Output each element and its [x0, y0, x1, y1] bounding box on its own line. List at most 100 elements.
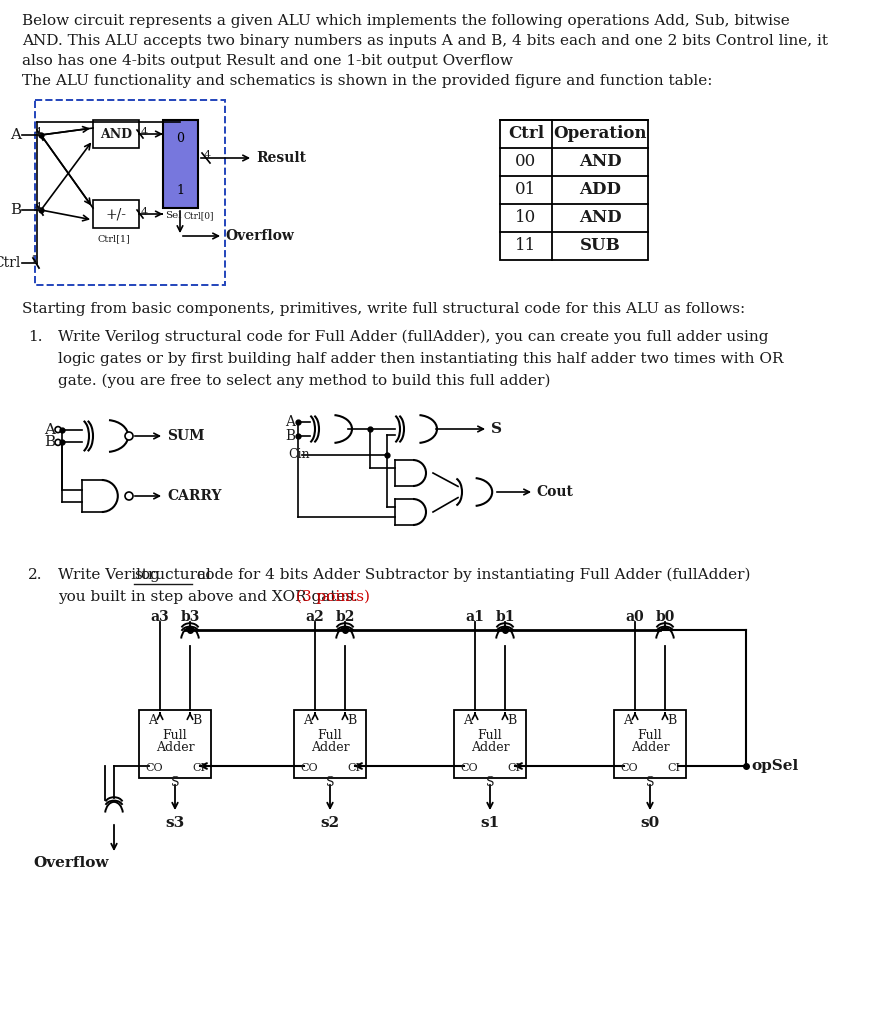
Text: Adder: Adder — [631, 741, 669, 754]
Text: B: B — [285, 429, 295, 443]
Text: The ALU functionality and schematics is shown in the provided figure and functio: The ALU functionality and schematics is … — [22, 74, 712, 88]
Text: Full: Full — [163, 729, 187, 742]
Circle shape — [125, 492, 133, 500]
Text: Write Verilog: Write Verilog — [58, 568, 165, 582]
Text: Full: Full — [478, 729, 503, 742]
Text: Overflow: Overflow — [225, 229, 294, 243]
Text: Ctrl: Ctrl — [508, 126, 544, 142]
Text: S: S — [646, 776, 654, 790]
Text: CI: CI — [667, 763, 680, 773]
Circle shape — [55, 439, 61, 445]
Text: 4: 4 — [35, 127, 42, 137]
Text: A: A — [10, 128, 21, 142]
Text: a2: a2 — [306, 610, 324, 624]
Text: 11: 11 — [515, 238, 537, 255]
Bar — [454, 710, 526, 778]
Text: B: B — [668, 714, 676, 727]
Text: code for 4 bits Adder Subtractor by instantiating Full Adder (fullAdder): code for 4 bits Adder Subtractor by inst… — [192, 568, 751, 583]
Text: b3: b3 — [180, 610, 200, 624]
Bar — [139, 710, 211, 778]
Text: CO: CO — [460, 763, 478, 773]
Text: 10: 10 — [515, 210, 537, 226]
Text: CI: CI — [507, 763, 520, 773]
Text: 4: 4 — [141, 127, 148, 137]
Text: s2: s2 — [321, 816, 340, 830]
Text: CO: CO — [300, 763, 317, 773]
Text: Below circuit represents a given ALU which implements the following operations A: Below circuit represents a given ALU whi… — [22, 14, 789, 28]
Text: Ctrl[0]: Ctrl[0] — [183, 212, 213, 220]
Text: 4: 4 — [204, 150, 211, 160]
Bar — [614, 710, 686, 778]
Text: Sel: Sel — [165, 212, 182, 220]
Text: Cout: Cout — [536, 485, 573, 499]
Text: s1: s1 — [480, 816, 500, 830]
Text: gate. (you are free to select any method to build this full adder): gate. (you are free to select any method… — [58, 374, 550, 388]
Text: B: B — [44, 435, 56, 450]
Text: A: A — [463, 714, 472, 727]
Text: a1: a1 — [466, 610, 485, 624]
Text: 4: 4 — [35, 202, 42, 212]
Text: 2: 2 — [31, 255, 39, 265]
Bar — [35, 100, 225, 285]
Text: AND: AND — [579, 210, 621, 226]
Text: Cin: Cin — [288, 449, 310, 462]
Text: s3: s3 — [166, 816, 185, 830]
Text: Adder: Adder — [470, 741, 509, 754]
Text: Result: Result — [256, 151, 306, 165]
Bar — [294, 710, 366, 778]
Text: S: S — [486, 776, 495, 790]
Text: Full: Full — [638, 729, 662, 742]
Bar — [163, 120, 198, 208]
Text: 1: 1 — [176, 183, 184, 197]
Text: Starting from basic components, primitives, write full structural code for this : Starting from basic components, primitiv… — [22, 302, 745, 316]
Circle shape — [125, 432, 133, 440]
Text: Adder: Adder — [156, 741, 194, 754]
Text: 2.: 2. — [28, 568, 42, 582]
Text: Write Verilog structural code for Full Adder (fullAdder), you can create you ful: Write Verilog structural code for Full A… — [58, 330, 769, 344]
Text: Overflow: Overflow — [33, 856, 109, 870]
Text: SUM: SUM — [167, 429, 204, 443]
Text: B: B — [348, 714, 357, 727]
Text: A: A — [44, 423, 55, 436]
Text: Ctrl: Ctrl — [0, 256, 21, 270]
Text: 01: 01 — [515, 181, 537, 199]
Text: 4: 4 — [141, 207, 148, 217]
Text: b0: b0 — [655, 610, 675, 624]
Text: you built in step above and XOR gates.: you built in step above and XOR gates. — [58, 590, 363, 604]
Text: CO: CO — [620, 763, 638, 773]
Text: AND. This ALU accepts two binary numbers as inputs A and B, 4 bits each and one : AND. This ALU accepts two binary numbers… — [22, 34, 828, 48]
Text: ADD: ADD — [579, 181, 621, 199]
Text: s0: s0 — [641, 816, 659, 830]
Bar — [93, 200, 139, 228]
Text: logic gates or by first building half adder then instantiating this half adder t: logic gates or by first building half ad… — [58, 352, 783, 366]
Bar — [93, 120, 139, 148]
Text: A: A — [285, 415, 295, 429]
Text: AND: AND — [579, 154, 621, 171]
Text: CI: CI — [347, 763, 360, 773]
Text: structural: structural — [134, 568, 211, 582]
Text: CI: CI — [192, 763, 205, 773]
Text: AND: AND — [100, 128, 132, 140]
Text: A: A — [624, 714, 633, 727]
Text: 0: 0 — [176, 131, 184, 144]
Bar — [500, 120, 648, 260]
Circle shape — [55, 427, 61, 432]
Text: (3 points): (3 points) — [296, 590, 370, 604]
Text: Ctrl[1]: Ctrl[1] — [97, 234, 130, 243]
Text: a3: a3 — [151, 610, 169, 624]
Text: S: S — [326, 776, 334, 790]
Text: A: A — [149, 714, 158, 727]
Text: B: B — [10, 203, 21, 217]
Text: opSel: opSel — [751, 759, 798, 773]
Text: S: S — [171, 776, 179, 790]
Text: b1: b1 — [495, 610, 514, 624]
Text: also has one 4-bits output Result and one 1-bit output Overflow: also has one 4-bits output Result and on… — [22, 54, 513, 68]
Text: B: B — [507, 714, 517, 727]
Text: Operation: Operation — [553, 126, 647, 142]
Text: b2: b2 — [335, 610, 355, 624]
Text: +/-: +/- — [106, 207, 126, 221]
Text: CO: CO — [145, 763, 163, 773]
Text: a0: a0 — [625, 610, 644, 624]
Text: B: B — [193, 714, 202, 727]
Text: S: S — [491, 422, 502, 436]
